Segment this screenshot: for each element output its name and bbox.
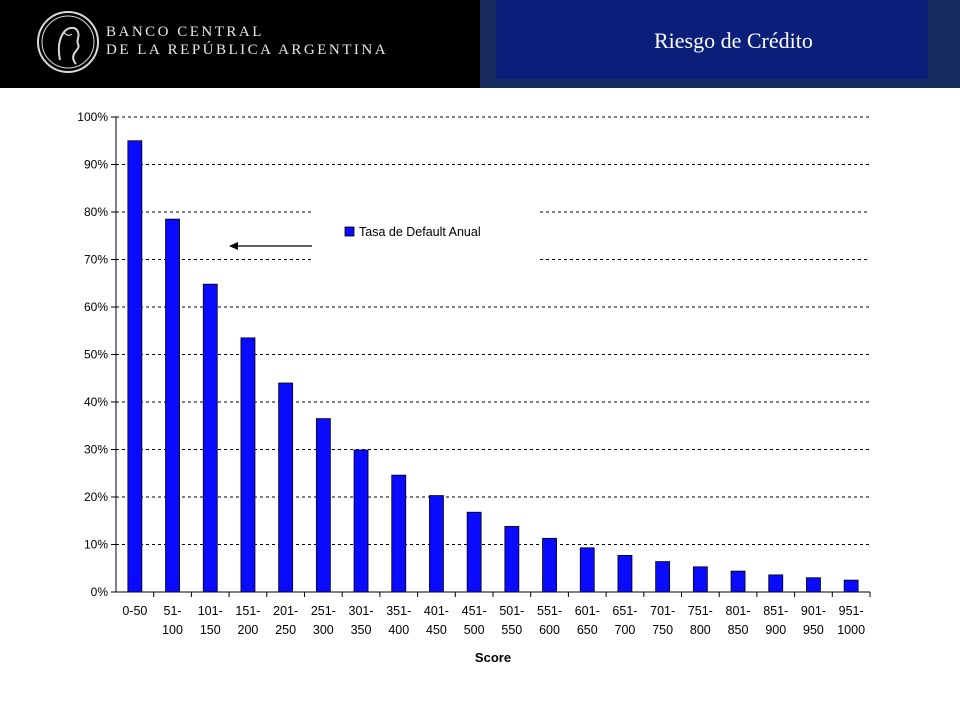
x-tick-label: 1000 [837, 623, 865, 637]
x-tick-label: 501- [499, 604, 524, 618]
x-tick-label: 901- [801, 604, 826, 618]
x-tick-label: 100 [162, 623, 183, 637]
bar [165, 218, 180, 593]
x-tick-label: 950 [803, 623, 824, 637]
x-tick-label: 250 [275, 623, 296, 637]
y-tick-label: 100% [77, 110, 108, 124]
x-tick-label: 601- [575, 604, 600, 618]
x-tick-label: 801- [726, 604, 751, 618]
bar [240, 337, 256, 593]
bar [542, 537, 557, 593]
bar [806, 577, 821, 593]
bar [315, 418, 331, 593]
x-tick-label: 700 [615, 623, 636, 637]
legend-swatch [344, 226, 355, 237]
bar [843, 579, 859, 593]
bar [353, 449, 369, 593]
bank-name-line2: DE LA REPÚBLICA ARGENTINA [106, 42, 389, 58]
x-tick-label: 750 [652, 623, 673, 637]
x-tick-label: 450 [426, 623, 447, 637]
x-tick-label: 400 [388, 623, 409, 637]
bar [391, 474, 407, 593]
y-tick-label: 80% [84, 205, 108, 219]
bar [278, 382, 294, 593]
y-tick-label: 10% [84, 538, 108, 552]
x-tick-label: 851- [763, 604, 788, 618]
x-tick-label: 951- [839, 604, 864, 618]
x-tick-label: 850 [728, 623, 749, 637]
y-tick-label: 0% [91, 585, 109, 599]
x-tick-label: 200 [238, 623, 259, 637]
x-tick-label: 600 [539, 623, 560, 637]
header-logo-panel: BANCO CENTRAL DE LA REPÚBLICA ARGENTINA [0, 0, 480, 88]
bar [730, 570, 746, 593]
x-tick-label: 150 [200, 623, 221, 637]
bank-seal-icon [37, 11, 99, 73]
y-tick-label: 20% [84, 490, 108, 504]
x-tick-label: 651- [612, 604, 637, 618]
x-tick-label: 51- [164, 604, 182, 618]
y-tick-label: 70% [84, 253, 108, 267]
x-tick-label: 550 [501, 623, 522, 637]
arrow-head [229, 242, 238, 250]
bar [768, 574, 784, 593]
bar [655, 561, 671, 593]
bar [466, 511, 482, 593]
x-tick-label: 650 [577, 623, 598, 637]
y-tick-label: 40% [84, 395, 108, 409]
x-tick-label: 701- [650, 604, 675, 618]
x-tick-label: 251- [311, 604, 336, 618]
x-axis-label: Score [475, 650, 511, 665]
bar [202, 283, 218, 593]
x-tick-label: 301- [349, 604, 374, 618]
title-box [496, 0, 928, 79]
y-tick-label: 60% [84, 300, 108, 314]
x-tick-label: 300 [313, 623, 334, 637]
x-tick-label: 201- [273, 604, 298, 618]
legend-label: Tasa de Default Anual [359, 225, 481, 239]
bank-name-line1: BANCO CENTRAL [106, 24, 264, 40]
x-tick-label: 800 [690, 623, 711, 637]
bar [579, 547, 595, 593]
y-tick-label: 50% [84, 348, 108, 362]
x-tick-label: 500 [464, 623, 485, 637]
x-tick-label: 351- [386, 604, 411, 618]
bar [617, 555, 633, 593]
x-tick-label: 350 [351, 623, 372, 637]
x-tick-label: 151- [235, 604, 260, 618]
x-tick-label: 101- [198, 604, 223, 618]
x-tick-label: 401- [424, 604, 449, 618]
x-tick-label: 451- [462, 604, 487, 618]
x-tick-label: 751- [688, 604, 713, 618]
bar [127, 140, 143, 593]
bar [504, 526, 520, 593]
slide-title: Riesgo de Crédito [654, 28, 813, 53]
bar [429, 495, 444, 593]
y-tick-label: 90% [84, 158, 108, 172]
x-tick-label: 551- [537, 604, 562, 618]
y-tick-label: 30% [84, 443, 108, 457]
bar [692, 566, 708, 593]
x-tick-label: 0-50 [122, 604, 147, 618]
x-tick-label: 900 [765, 623, 786, 637]
